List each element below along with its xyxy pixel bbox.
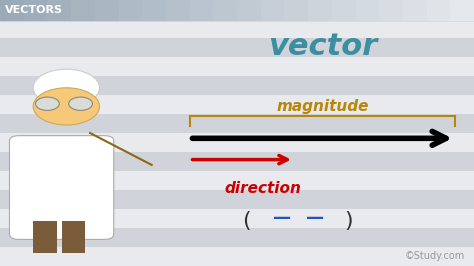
Bar	[190, 0, 213, 20]
Bar	[0, 133, 474, 152]
Bar	[118, 0, 142, 20]
Text: ©Study.com: ©Study.com	[404, 251, 465, 261]
Bar	[47, 0, 71, 20]
Bar	[0, 247, 474, 266]
Bar	[166, 0, 190, 20]
Bar	[0, 171, 474, 190]
Circle shape	[33, 88, 100, 125]
Circle shape	[36, 97, 59, 110]
Bar	[213, 0, 237, 20]
Bar	[332, 0, 356, 20]
Bar	[0, 0, 474, 19]
Bar	[33, 221, 57, 253]
Bar	[356, 0, 379, 20]
Text: (: (	[242, 211, 251, 231]
Circle shape	[69, 97, 92, 110]
Bar	[450, 0, 474, 20]
Bar	[284, 0, 308, 20]
Bar	[237, 0, 261, 20]
Text: magnitude: magnitude	[276, 99, 369, 114]
Text: ): )	[344, 211, 353, 231]
Text: —: —	[273, 209, 291, 227]
Bar	[379, 0, 403, 20]
Text: VECTORS: VECTORS	[5, 5, 63, 15]
Bar	[0, 114, 474, 133]
Bar	[71, 0, 95, 20]
Bar	[0, 152, 474, 171]
Bar	[261, 0, 284, 20]
Text: vector: vector	[268, 32, 377, 61]
Bar	[308, 0, 332, 20]
Bar	[24, 0, 47, 20]
Bar	[0, 57, 474, 76]
Bar	[95, 0, 118, 20]
Bar	[0, 38, 474, 57]
Bar	[0, 76, 474, 95]
Bar	[0, 19, 474, 38]
Text: direction: direction	[225, 181, 301, 196]
Bar	[62, 221, 85, 253]
Bar	[0, 209, 474, 228]
Bar	[403, 0, 427, 20]
Bar	[0, 0, 474, 20]
Text: —: —	[306, 209, 324, 227]
Bar	[0, 95, 474, 114]
Bar	[427, 0, 450, 20]
FancyBboxPatch shape	[9, 136, 114, 239]
Circle shape	[33, 69, 100, 106]
Bar	[0, 0, 24, 20]
Bar	[0, 228, 474, 247]
Bar	[142, 0, 166, 20]
Bar	[0, 190, 474, 209]
